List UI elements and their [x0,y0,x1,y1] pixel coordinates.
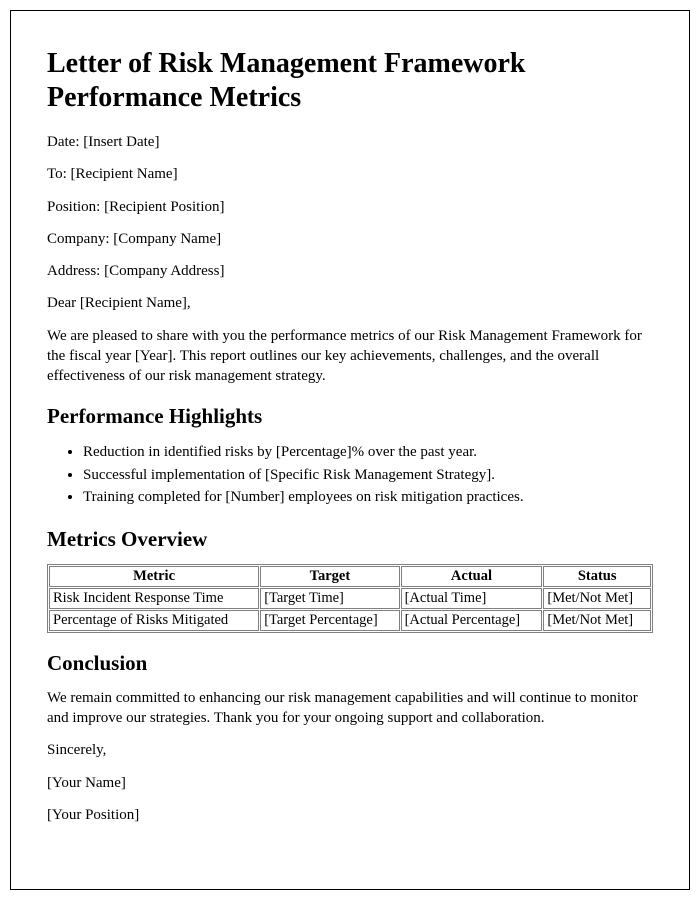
field-value: [Insert Date] [83,134,159,150]
field-address: Address: [Company Address] [47,261,653,281]
cell-metric: Percentage of Risks Mitigated [49,610,259,631]
field-label: To: [47,166,71,182]
cell-metric: Risk Incident Response Time [49,588,259,609]
highlights-list: Reduction in identified risks by [Percen… [47,441,653,509]
metrics-table: Metric Target Actual Status Risk Inciden… [47,564,653,633]
field-value: [Company Address] [104,263,224,279]
cell-actual: [Actual Time] [401,588,543,609]
conclusion-heading: Conclusion [47,651,653,676]
table-row: Percentage of Risks Mitigated [Target Pe… [49,610,651,631]
field-company: Company: [Company Name] [47,229,653,249]
field-date: Date: [Insert Date] [47,132,653,152]
cell-target: [Target Time] [260,588,399,609]
field-value: [Recipient Position] [104,199,224,215]
cell-status: [Met/Not Met] [543,588,651,609]
field-to: To: [Recipient Name] [47,164,653,184]
field-label: Address: [47,263,104,279]
salutation: Dear [Recipient Name], [47,293,653,313]
list-item: Successful implementation of [Specific R… [83,464,653,487]
field-label: Position: [47,199,104,215]
field-position: Position: [Recipient Position] [47,197,653,217]
document-page: Letter of Risk Management Framework Perf… [10,10,690,890]
field-label: Company: [47,231,113,247]
col-header-status: Status [543,566,651,587]
list-item: Reduction in identified risks by [Percen… [83,441,653,464]
cell-actual: [Actual Percentage] [401,610,543,631]
table-row: Risk Incident Response Time [Target Time… [49,588,651,609]
list-item: Training completed for [Number] employee… [83,486,653,509]
sender-name: [Your Name] [47,773,653,793]
cell-target: [Target Percentage] [260,610,399,631]
col-header-actual: Actual [401,566,543,587]
signoff: Sincerely, [47,740,653,760]
cell-status: [Met/Not Met] [543,610,651,631]
conclusion-paragraph: We remain committed to enhancing our ris… [47,688,653,729]
field-value: [Recipient Name] [71,166,178,182]
col-header-metric: Metric [49,566,259,587]
field-label: Date: [47,134,83,150]
table-header-row: Metric Target Actual Status [49,566,651,587]
highlights-heading: Performance Highlights [47,404,653,429]
intro-paragraph: We are pleased to share with you the per… [47,326,653,387]
col-header-target: Target [260,566,399,587]
sender-position: [Your Position] [47,805,653,825]
field-value: [Company Name] [113,231,221,247]
metrics-heading: Metrics Overview [47,527,653,552]
page-title: Letter of Risk Management Framework Perf… [47,47,653,114]
